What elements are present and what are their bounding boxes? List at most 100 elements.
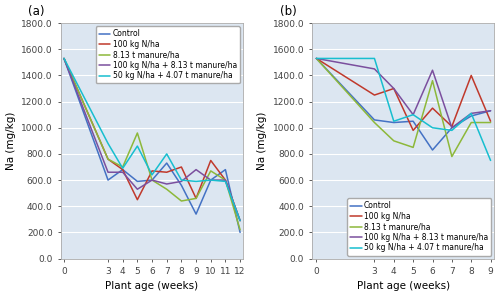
Control	[164, 161, 170, 165]
8.13 t manure/ha	[120, 165, 126, 169]
Line: Control: Control	[64, 59, 240, 232]
X-axis label: Plant age (weeks): Plant age (weeks)	[106, 282, 198, 291]
8.13 t manure/ha	[222, 178, 228, 182]
8.13 t manure/ha	[193, 197, 199, 200]
8.13 t manure/ha	[468, 121, 474, 124]
100 kg N/ha + 8.13 t manure/ha	[410, 113, 416, 116]
100 kg N/ha + 8.13 t manure/ha	[468, 112, 474, 115]
X-axis label: Plant age (weeks): Plant age (weeks)	[357, 282, 450, 291]
50 kg N/ha + 4.07 t manure/ha	[178, 178, 184, 182]
Line: 8.13 t manure/ha: 8.13 t manure/ha	[64, 59, 240, 230]
Control	[178, 184, 184, 187]
8.13 t manure/ha	[61, 57, 67, 60]
Line: 100 kg N/ha + 8.13 t manure/ha: 100 kg N/ha + 8.13 t manure/ha	[316, 59, 490, 128]
100 kg N/ha + 8.13 t manure/ha	[208, 178, 214, 182]
100 kg N/ha + 8.13 t manure/ha	[178, 180, 184, 183]
100 kg N/ha + 8.13 t manure/ha	[120, 170, 126, 174]
100 kg N/ha + 8.13 t manure/ha	[164, 182, 170, 186]
Line: 100 kg N/ha: 100 kg N/ha	[316, 59, 490, 130]
Control	[410, 119, 416, 123]
Line: 100 kg N/ha: 100 kg N/ha	[64, 59, 240, 221]
100 kg N/ha	[488, 119, 494, 123]
50 kg N/ha + 4.07 t manure/ha	[149, 173, 155, 177]
Y-axis label: Na (mg/kg): Na (mg/kg)	[6, 112, 16, 170]
100 kg N/ha	[178, 165, 184, 169]
8.13 t manure/ha	[488, 121, 494, 124]
Control	[208, 178, 214, 182]
Control	[449, 126, 455, 129]
100 kg N/ha + 8.13 t manure/ha	[134, 187, 140, 191]
100 kg N/ha + 8.13 t manure/ha	[149, 178, 155, 182]
50 kg N/ha + 4.07 t manure/ha	[134, 144, 140, 148]
100 kg N/ha + 8.13 t manure/ha	[488, 109, 494, 113]
100 kg N/ha	[193, 197, 199, 200]
50 kg N/ha + 4.07 t manure/ha	[488, 159, 494, 162]
8.13 t manure/ha	[314, 57, 320, 60]
100 kg N/ha	[208, 159, 214, 162]
100 kg N/ha	[430, 106, 436, 110]
Y-axis label: Na (mg/kg): Na (mg/kg)	[257, 112, 267, 170]
8.13 t manure/ha	[105, 157, 111, 161]
100 kg N/ha + 8.13 t manure/ha	[430, 68, 436, 72]
Control	[430, 148, 436, 152]
50 kg N/ha + 4.07 t manure/ha	[449, 129, 455, 132]
100 kg N/ha	[314, 57, 320, 60]
100 kg N/ha + 8.13 t manure/ha	[193, 168, 199, 171]
100 kg N/ha + 8.13 t manure/ha	[391, 87, 397, 90]
Control	[61, 57, 67, 60]
50 kg N/ha + 4.07 t manure/ha	[120, 167, 126, 170]
100 kg N/ha + 8.13 t manure/ha	[372, 67, 378, 71]
Legend: Control, 100 kg N/ha, 8.13 t manure/ha, 100 kg N/ha + 8.13 t manure/ha, 50 kg N/: Control, 100 kg N/ha, 8.13 t manure/ha, …	[348, 198, 492, 255]
8.13 t manure/ha	[164, 187, 170, 191]
50 kg N/ha + 4.07 t manure/ha	[61, 57, 67, 60]
Line: 50 kg N/ha + 4.07 t manure/ha: 50 kg N/ha + 4.07 t manure/ha	[316, 59, 490, 160]
100 kg N/ha	[237, 219, 243, 222]
100 kg N/ha	[391, 87, 397, 90]
100 kg N/ha + 8.13 t manure/ha	[449, 126, 455, 129]
Line: 100 kg N/ha + 8.13 t manure/ha: 100 kg N/ha + 8.13 t manure/ha	[64, 59, 240, 221]
Control	[391, 121, 397, 124]
Text: (b): (b)	[280, 5, 296, 18]
Control	[149, 178, 155, 182]
100 kg N/ha + 8.13 t manure/ha	[105, 170, 111, 174]
100 kg N/ha	[468, 74, 474, 77]
100 kg N/ha + 8.13 t manure/ha	[222, 178, 228, 182]
Control	[222, 168, 228, 171]
50 kg N/ha + 4.07 t manure/ha	[468, 112, 474, 115]
8.13 t manure/ha	[391, 139, 397, 143]
Legend: Control, 100 kg N/ha, 8.13 t manure/ha, 100 kg N/ha + 8.13 t manure/ha, 50 kg N/: Control, 100 kg N/ha, 8.13 t manure/ha, …	[96, 26, 240, 83]
Control	[372, 118, 378, 122]
50 kg N/ha + 4.07 t manure/ha	[237, 219, 243, 222]
Line: 50 kg N/ha + 4.07 t manure/ha: 50 kg N/ha + 4.07 t manure/ha	[64, 59, 240, 221]
Control	[105, 178, 111, 182]
50 kg N/ha + 4.07 t manure/ha	[222, 180, 228, 183]
Control	[237, 230, 243, 234]
Control	[134, 180, 140, 183]
100 kg N/ha + 8.13 t manure/ha	[314, 57, 320, 60]
8.13 t manure/ha	[430, 79, 436, 83]
50 kg N/ha + 4.07 t manure/ha	[410, 113, 416, 116]
Line: 8.13 t manure/ha: 8.13 t manure/ha	[316, 59, 490, 157]
50 kg N/ha + 4.07 t manure/ha	[372, 57, 378, 60]
Control	[193, 212, 199, 216]
8.13 t manure/ha	[134, 131, 140, 135]
100 kg N/ha	[410, 129, 416, 132]
50 kg N/ha + 4.07 t manure/ha	[314, 57, 320, 60]
8.13 t manure/ha	[449, 155, 455, 158]
100 kg N/ha	[372, 93, 378, 97]
Line: Control: Control	[316, 59, 490, 150]
8.13 t manure/ha	[178, 199, 184, 203]
100 kg N/ha	[449, 125, 455, 128]
100 kg N/ha	[61, 57, 67, 60]
100 kg N/ha + 8.13 t manure/ha	[237, 219, 243, 222]
100 kg N/ha + 8.13 t manure/ha	[61, 57, 67, 60]
8.13 t manure/ha	[410, 146, 416, 149]
100 kg N/ha	[120, 168, 126, 171]
50 kg N/ha + 4.07 t manure/ha	[208, 178, 214, 182]
50 kg N/ha + 4.07 t manure/ha	[391, 119, 397, 123]
50 kg N/ha + 4.07 t manure/ha	[430, 126, 436, 129]
8.13 t manure/ha	[372, 121, 378, 124]
50 kg N/ha + 4.07 t manure/ha	[164, 152, 170, 156]
Control	[488, 109, 494, 113]
100 kg N/ha	[222, 178, 228, 182]
